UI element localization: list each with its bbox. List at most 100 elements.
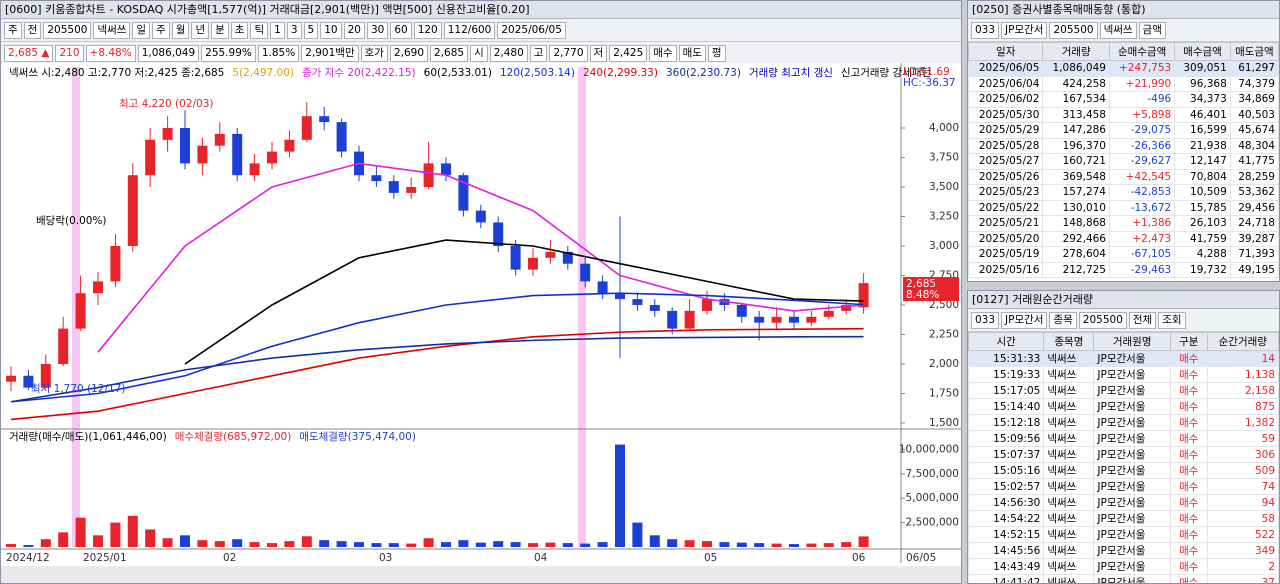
volume-bar (649, 535, 660, 547)
control[interactable]: 205500 (1049, 21, 1098, 39)
quote-field: 매도 (678, 44, 706, 62)
table-row[interactable]: 15:17:05 넥써쓰 JP모간서울 매수 2,158 (968, 382, 1279, 399)
toolbar-button[interactable]: 전 (23, 21, 42, 39)
cell: 1,138 (1206, 366, 1279, 383)
table-row[interactable]: 2025/06/02 167,534 -496 34,373 34,869 (968, 91, 1279, 108)
table-row[interactable]: 15:02:57 넥써쓰 JP모간서울 매수 74 (968, 478, 1279, 495)
toolbar-button[interactable]: 넥써쓰 (93, 21, 131, 39)
cell: 61,297 (1229, 60, 1279, 77)
quote-field: 2,685 ▲ (4, 44, 54, 62)
control[interactable]: JP모간서 (1001, 311, 1048, 329)
toolbar-button[interactable]: 일 (132, 21, 151, 39)
table-row[interactable]: 2025/05/21 148,868 +1,386 26,103 24,718 (968, 215, 1279, 232)
cell: 매수 (1169, 414, 1208, 431)
control[interactable]: 205500 (1078, 311, 1127, 329)
table-row[interactable]: 14:43:49 넥써쓰 JP모간서울 매수 2 (968, 558, 1279, 575)
table-row[interactable]: 14:41:42 넥써쓰 JP모간서울 매수 37 (968, 574, 1279, 583)
table-row[interactable]: 2025/06/04 424,258 +21,990 96,368 74,379 (968, 75, 1279, 92)
annotation: 최저 1,770 (12/17) (31, 383, 126, 395)
table-row[interactable]: 14:45:56 넥써쓰 JP모간서울 매수 349 (968, 542, 1279, 559)
cell: 넥써쓰 (1043, 510, 1095, 527)
table-row[interactable]: 2025/05/30 313,458 +5,898 46,401 40,503 (968, 106, 1279, 123)
cell: 15:19:33 (968, 366, 1045, 383)
control[interactable]: JP모간서 (1001, 21, 1048, 39)
volume-bar (667, 539, 678, 547)
cell: 148,868 (1042, 215, 1110, 232)
volume-bar (249, 542, 260, 547)
table-row[interactable]: 14:56:30 넥써쓰 JP모간서울 매수 94 (968, 494, 1279, 511)
toolbar-button[interactable]: 112/600 (443, 21, 496, 39)
table-row[interactable]: 2025/05/28 196,370 -26,366 21,938 48,304 (968, 137, 1279, 154)
control[interactable]: 033 (971, 311, 1000, 329)
toolbar-button[interactable]: 10 (320, 21, 342, 39)
table-row[interactable]: 15:19:33 넥써쓰 JP모간서울 매수 1,138 (968, 366, 1279, 383)
table-row[interactable]: 15:05:16 넥써쓰 JP모간서울 매수 509 (968, 462, 1279, 479)
toolbar-button[interactable]: 주 (152, 21, 170, 39)
control[interactable]: 전체 (1128, 311, 1157, 329)
table-row[interactable]: 2025/05/29 147,286 -29,075 16,599 45,674 (968, 122, 1279, 139)
candle-body (823, 310, 834, 317)
candle-body (789, 316, 799, 323)
toolbar-button[interactable]: 틱 (250, 21, 269, 39)
toolbar-button[interactable]: 초 (230, 21, 249, 39)
toolbar-button[interactable]: 60 (390, 21, 412, 39)
toolbar-button[interactable]: 30 (366, 21, 389, 39)
volume-bar (736, 542, 747, 547)
table-row[interactable]: 15:12:18 넥써쓰 JP모간서울 매수 1,382 (968, 414, 1279, 431)
table-row[interactable]: 2025/05/27 160,721 -29,627 12,147 41,775 (968, 153, 1279, 170)
table-row[interactable]: 2025/05/23 157,274 -42,853 10,509 53,362 (968, 184, 1279, 201)
table-row[interactable]: 2025/05/20 292,466 +2,473 41,759 39,287 (968, 230, 1279, 247)
table-row[interactable]: 2025/05/22 130,010 -13,672 15,785 29,456 (968, 199, 1279, 216)
control[interactable]: 금액 (1138, 21, 1166, 39)
toolbar-button[interactable]: 120 (413, 21, 442, 39)
table-row[interactable]: 15:14:40 넥써쓰 JP모간서울 매수 875 (968, 398, 1279, 415)
control[interactable]: 033 (971, 21, 1000, 39)
cell: 41,759 (1174, 230, 1231, 247)
cell: 58 (1206, 510, 1279, 527)
toolbar-button[interactable]: 주 (4, 21, 22, 39)
table-row[interactable]: 14:54:22 넥써쓰 JP모간서울 매수 58 (968, 510, 1279, 527)
cell: 19,732 (1174, 261, 1231, 278)
control[interactable]: 넥써쓰 (1099, 21, 1137, 39)
candle-body (684, 310, 695, 329)
volume-bar (145, 529, 156, 547)
cell: 넥써쓰 (1043, 446, 1095, 463)
candle-body (632, 299, 643, 305)
volume-bar (580, 543, 591, 547)
annotation: HC:-36.37 (903, 77, 956, 89)
candle-body (858, 283, 869, 308)
cell: 넥써쓰 (1043, 478, 1095, 495)
toolbar-button[interactable]: 월 (171, 21, 190, 39)
table-row[interactable]: 2025/05/26 369,548 +42,545 70,804 28,259 (968, 168, 1279, 185)
cell: 306 (1206, 446, 1279, 463)
toolbar-button[interactable]: 1 (270, 21, 285, 39)
volume-bar (719, 542, 730, 547)
control[interactable]: 조회 (1158, 311, 1186, 329)
toolbar-button[interactable]: 205500 (43, 21, 92, 39)
toolbar-button[interactable]: 2025/06/05 (497, 21, 566, 39)
control[interactable]: 종목 (1049, 311, 1077, 329)
cell: 15:31:33 (968, 350, 1045, 367)
quote-field: 호가 (360, 44, 388, 62)
toolbar-button[interactable]: 5 (303, 21, 319, 39)
table-row[interactable]: 15:07:37 넥써쓰 JP모간서울 매수 306 (968, 446, 1279, 463)
toolbar-button[interactable]: 3 (286, 21, 302, 39)
candle-body (510, 245, 521, 270)
cell: +42,545 (1108, 168, 1176, 185)
candle-body (214, 133, 225, 146)
price-tag: 8.48% (906, 289, 939, 301)
cell: JP모간서울 (1093, 350, 1171, 367)
table-row[interactable]: 14:52:15 넥써쓰 JP모간서울 매수 522 (968, 526, 1279, 543)
cell: 넥써쓰 (1043, 366, 1095, 383)
cell: 15:02:57 (968, 478, 1045, 495)
table-row[interactable]: 2025/05/19 278,604 -67,105 4,288 71,393 (968, 246, 1279, 263)
toolbar-button[interactable]: 년 (191, 21, 210, 39)
table-row[interactable]: 2025/06/05 1,086,049 +247,753 309,051 61,297 (968, 60, 1279, 77)
table-row[interactable]: 2025/05/16 212,725 -29,463 19,732 49,195 (968, 261, 1279, 278)
table-row[interactable]: 15:09:56 넥써쓰 JP모간서울 매수 59 (968, 430, 1279, 447)
toolbar-button[interactable]: 분 (211, 21, 229, 39)
volume-bar (684, 540, 695, 547)
cell: 2 (1206, 558, 1279, 575)
toolbar-button[interactable]: 20 (343, 21, 365, 39)
table-row[interactable]: 15:31:33 넥써쓰 JP모간서울 매수 14 (968, 350, 1279, 367)
